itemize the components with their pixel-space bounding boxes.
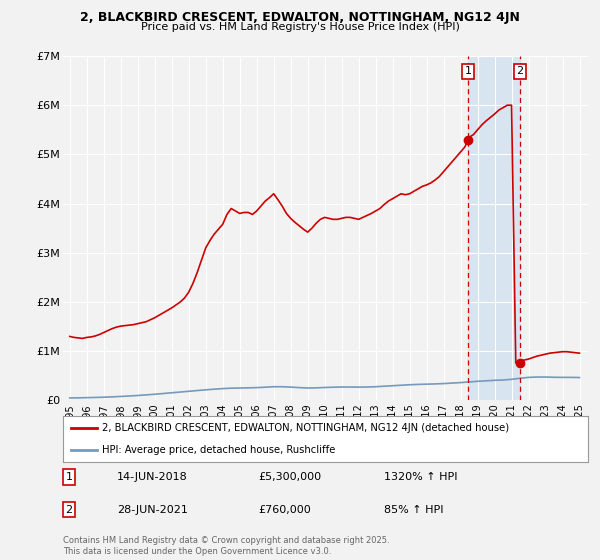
Text: HPI: Average price, detached house, Rushcliffe: HPI: Average price, detached house, Rush…: [103, 445, 336, 455]
Text: 2: 2: [517, 67, 523, 77]
Text: £760,000: £760,000: [258, 505, 311, 515]
Text: 14-JUN-2018: 14-JUN-2018: [117, 472, 188, 482]
Text: 85% ↑ HPI: 85% ↑ HPI: [384, 505, 443, 515]
Text: 2: 2: [65, 505, 73, 515]
Text: £5,300,000: £5,300,000: [258, 472, 321, 482]
Text: Contains HM Land Registry data © Crown copyright and database right 2025.
This d: Contains HM Land Registry data © Crown c…: [63, 536, 389, 556]
Text: 2, BLACKBIRD CRESCENT, EDWALTON, NOTTINGHAM, NG12 4JN: 2, BLACKBIRD CRESCENT, EDWALTON, NOTTING…: [80, 11, 520, 24]
Text: 1: 1: [65, 472, 73, 482]
Text: 2, BLACKBIRD CRESCENT, EDWALTON, NOTTINGHAM, NG12 4JN (detached house): 2, BLACKBIRD CRESCENT, EDWALTON, NOTTING…: [103, 423, 509, 433]
Text: 1320% ↑ HPI: 1320% ↑ HPI: [384, 472, 458, 482]
Text: Price paid vs. HM Land Registry's House Price Index (HPI): Price paid vs. HM Land Registry's House …: [140, 22, 460, 32]
Text: 1: 1: [465, 67, 472, 77]
Text: 28-JUN-2021: 28-JUN-2021: [117, 505, 188, 515]
Bar: [468, 56, 520, 400]
